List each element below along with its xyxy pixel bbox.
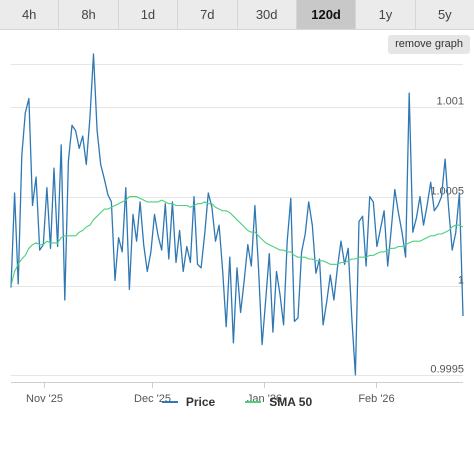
legend-swatch-sma [245,401,262,403]
legend-item-price[interactable]: Price [161,395,216,409]
sma-50-line [10,196,464,286]
legend-item-sma[interactable]: SMA 50 [245,395,312,409]
tab-1y[interactable]: 1y [356,0,416,30]
tab-7d[interactable]: 7d [178,0,238,30]
tab-5y[interactable]: 5y [415,0,474,30]
x-tick-label: Dec '25 [134,393,171,405]
tab-8h[interactable]: 8h [59,0,119,30]
legend: Price SMA 50 [0,393,474,411]
y-tick-label: 1 [458,275,464,287]
price-line [10,53,464,376]
y-tick-label: 0.9995 [430,364,464,376]
legend-label-sma: SMA 50 [269,395,313,409]
tab-120d[interactable]: 120d [296,0,357,30]
legend-label-price: Price [185,395,216,409]
grid-lines [11,64,463,376]
series-lines [10,53,464,376]
x-tick-label: Nov '25 [26,393,63,405]
x-tick-label: Feb '26 [358,393,394,405]
tab-1d[interactable]: 1d [118,0,179,30]
timeframe-tabs: 4h 8h 1d 7d 30d 120d 1y 5y [0,0,474,30]
tab-30d[interactable]: 30d [237,0,297,30]
tab-4h[interactable]: 4h [0,0,60,30]
legend-swatch-price [161,401,178,403]
y-tick-label: 1.001 [436,96,464,108]
remove-graph-button[interactable]: remove graph [388,35,470,54]
x-axis: Nov '25 Dec '25 Jan '26 Feb '26 [11,382,463,405]
